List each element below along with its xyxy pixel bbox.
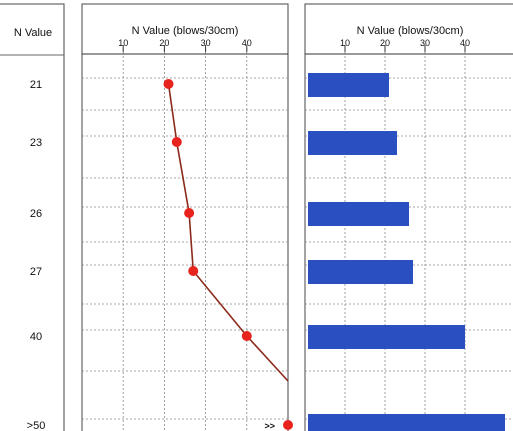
x-tick-label: 30 xyxy=(201,38,211,48)
table-row-label: >50 xyxy=(27,420,46,431)
data-point xyxy=(241,331,252,341)
line-grid xyxy=(82,45,288,431)
table-frame xyxy=(0,3,65,431)
bar-panel-frame xyxy=(304,3,513,431)
table-header: N Value xyxy=(14,27,52,39)
line-x-ticks: 10 20 30 40 xyxy=(118,38,252,48)
bar xyxy=(308,131,397,155)
bar xyxy=(308,325,465,349)
bar-grid xyxy=(305,45,513,431)
table-row-label: 21 xyxy=(30,79,42,91)
table-row-label: 27 xyxy=(30,266,42,278)
overflow-marker: >> xyxy=(264,421,275,431)
data-point xyxy=(184,208,195,218)
n-value-line xyxy=(167,83,289,382)
line-panel: N Value (blows/30cm) 10 20 30 40 >> xyxy=(81,3,293,431)
table-rows: 21 23 26 27 40 >50 xyxy=(27,79,46,431)
x-tick-label: 20 xyxy=(159,38,169,48)
line-series: >> xyxy=(163,79,293,431)
bar xyxy=(308,260,413,284)
data-point xyxy=(283,420,293,430)
data-point xyxy=(163,79,174,89)
x-tick-label: 40 xyxy=(460,38,470,48)
table-row-label: 23 xyxy=(30,137,42,149)
data-point xyxy=(171,137,182,147)
line-panel-frame xyxy=(81,3,289,431)
data-point xyxy=(188,266,199,276)
bar-panel: N Value (blows/30cm) 10 20 30 40 xyxy=(304,3,513,431)
bar xyxy=(308,73,389,97)
bar-x-ticks: 10 20 30 40 xyxy=(340,38,470,48)
x-tick-label: 10 xyxy=(118,38,128,48)
x-tick-label: 20 xyxy=(380,38,390,48)
x-tick-label: 40 xyxy=(242,38,252,48)
table-row-label: 26 xyxy=(30,208,42,220)
n-value-table: N Value 21 23 26 27 40 >50 xyxy=(0,3,65,431)
x-tick-label: 30 xyxy=(420,38,430,48)
table-row-label: 40 xyxy=(30,331,42,343)
bar-series xyxy=(308,73,505,431)
line-panel-title: N Value (blows/30cm) xyxy=(132,25,239,37)
x-tick-label: 10 xyxy=(340,38,350,48)
bar xyxy=(308,414,505,431)
bar-panel-title: N Value (blows/30cm) xyxy=(357,25,464,37)
bar xyxy=(308,202,409,226)
